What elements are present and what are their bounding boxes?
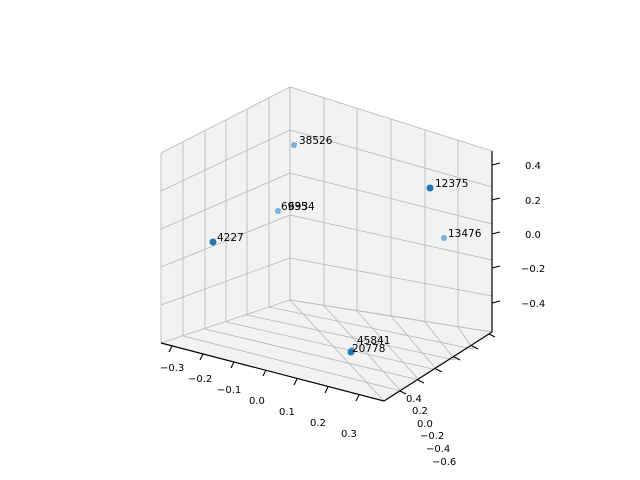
scatter-point[interactable]: [347, 348, 355, 356]
z-axis-tick-label: −0.2: [521, 264, 546, 275]
scatter-point-label: 13476: [448, 228, 482, 240]
z-axis-tick-label: −0.4: [521, 299, 546, 310]
z-axis-spine: [491, 151, 501, 332]
scatter-point[interactable]: [441, 235, 447, 241]
z-axis-tick-label: 0.4: [525, 161, 541, 172]
scatter-point-label: 6935: [281, 201, 308, 213]
scatter-point-label: 38526: [299, 135, 333, 147]
pane-floor: [161, 300, 492, 401]
scatter-point[interactable]: [426, 184, 434, 192]
scatter-point-label: 45841: [357, 335, 391, 347]
pane-left-wall: [161, 87, 290, 343]
y-axis-tick-label: −0.4: [426, 444, 451, 455]
y-axis-tick-label: −0.2: [420, 431, 445, 442]
scatter-point[interactable]: [275, 208, 281, 214]
x-axis-tick-label: 0.1: [279, 407, 295, 418]
z-axis-tick-label: 0.2: [525, 196, 541, 207]
y-axis-tick-label: −0.6: [432, 457, 457, 468]
scatter-point-label: 20778: [352, 343, 386, 355]
grid-left-wall: [160, 86, 291, 344]
x-axis-tick-label: −0.2: [188, 374, 213, 385]
x-axis-spine: [160, 342, 385, 402]
scatter-point-label: 6934: [288, 201, 315, 213]
scatter-point-label: 12375: [435, 178, 469, 190]
x-axis-tick-label: −0.1: [217, 385, 242, 396]
x-axis-tick-label: 0.0: [249, 396, 265, 407]
scatter-point-label: 4227: [217, 232, 244, 244]
y-axis-spine: [383, 331, 496, 402]
x-axis-tick-label: 0.2: [310, 418, 326, 429]
y-axis-tick-label: 0.2: [412, 406, 428, 417]
scatter-point[interactable]: [291, 142, 297, 148]
x-axis-tick-label: 0.3: [341, 429, 357, 440]
scatter-point[interactable]: [209, 238, 217, 246]
y-axis-tick-label: 0.0: [417, 419, 433, 430]
y-axis-tick-label: 0.4: [406, 394, 422, 405]
z-axis-tick-label: 0.0: [525, 230, 541, 241]
x-axis-tick-label: −0.3: [160, 363, 185, 374]
